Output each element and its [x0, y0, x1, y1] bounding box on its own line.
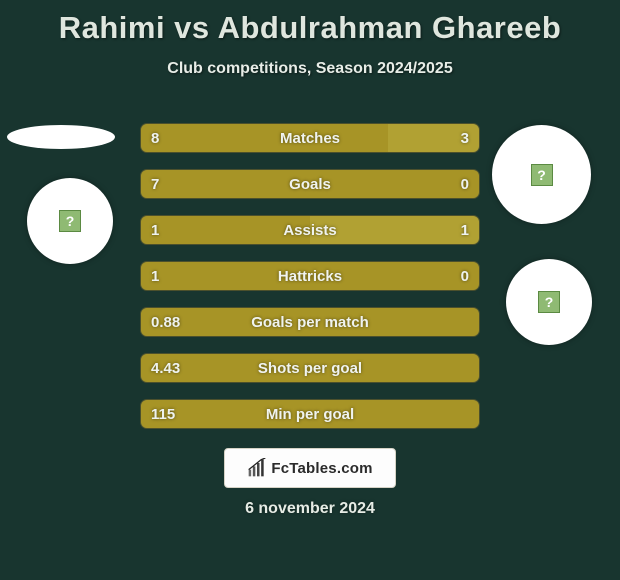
- stat-row: 11Assists: [140, 215, 480, 245]
- stat-row: 4.43Shots per goal: [140, 353, 480, 383]
- stat-row: 0.88Goals per match: [140, 307, 480, 337]
- player-right-badge-1: ?: [492, 125, 591, 224]
- player-left-badge: ?: [27, 178, 113, 264]
- stat-row: 10Hattricks: [140, 261, 480, 291]
- question-icon: ?: [531, 164, 553, 186]
- stat-label: Hattricks: [141, 262, 479, 291]
- stat-label: Matches: [141, 124, 479, 153]
- stat-label: Goals per match: [141, 308, 479, 337]
- question-icon: ?: [538, 291, 560, 313]
- stat-label: Assists: [141, 216, 479, 245]
- page-subtitle: Club competitions, Season 2024/2025: [0, 60, 620, 78]
- branding-text: FcTables.com: [271, 460, 372, 477]
- stat-label: Min per goal: [141, 400, 479, 429]
- stat-label: Goals: [141, 170, 479, 199]
- question-icon: ?: [59, 210, 81, 232]
- player-right-badge-2: ?: [506, 259, 592, 345]
- bars-icon: [247, 458, 267, 478]
- widget-container: Rahimi vs Abdulrahman Ghareeb Club compe…: [0, 0, 620, 580]
- branding-badge: FcTables.com: [224, 448, 396, 488]
- footer-date: 6 november 2024: [0, 500, 620, 518]
- stat-row: 70Goals: [140, 169, 480, 199]
- page-title: Rahimi vs Abdulrahman Ghareeb: [0, 0, 620, 46]
- player-left-ellipse: [7, 125, 115, 149]
- stat-row: 83Matches: [140, 123, 480, 153]
- stat-label: Shots per goal: [141, 354, 479, 383]
- stat-row: 115Min per goal: [140, 399, 480, 429]
- stats-panel: 83Matches 70Goals 11Assists 10Hattricks 0.88…: [140, 123, 480, 445]
